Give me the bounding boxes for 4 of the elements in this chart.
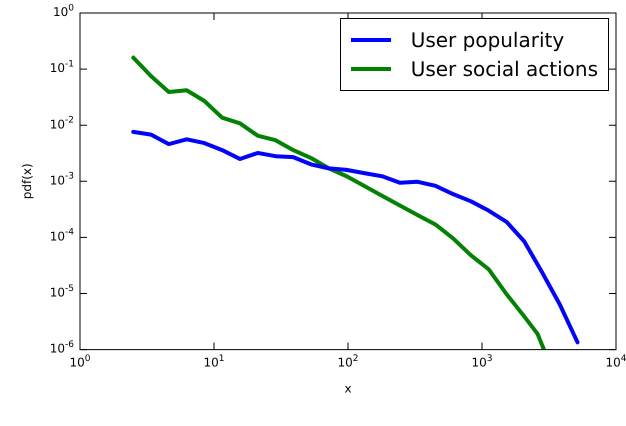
legend-label: User popularity	[410, 28, 564, 52]
x-axis-title: x	[344, 382, 352, 396]
legend-label: User social actions	[410, 57, 598, 81]
y-axis-title: pdf(x)	[20, 163, 34, 200]
